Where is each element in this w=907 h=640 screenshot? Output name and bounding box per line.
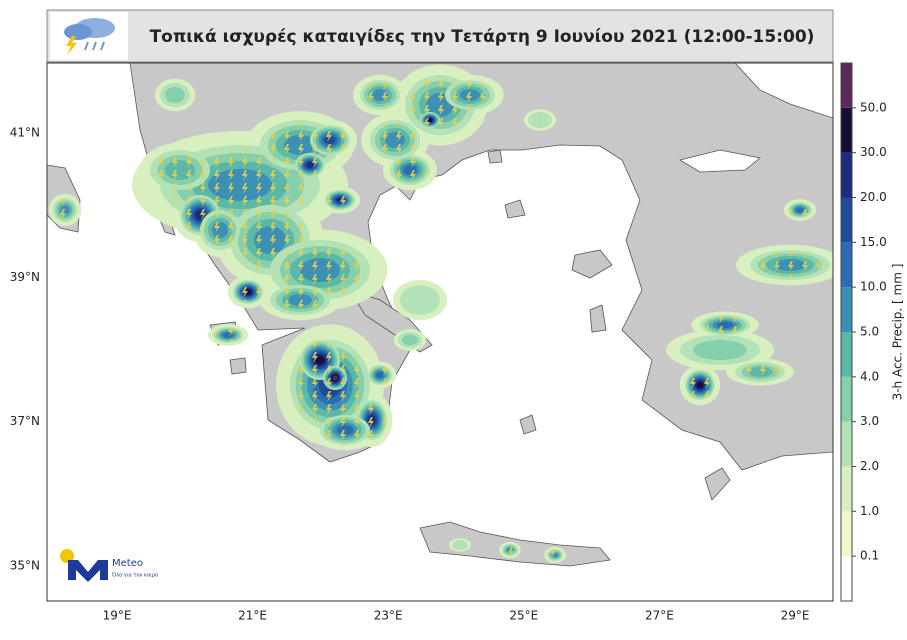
lightning <box>153 152 207 188</box>
colorbar-segment <box>841 466 852 512</box>
rain-contour <box>528 112 552 128</box>
lesvos <box>571 249 613 279</box>
lon-label: 27°E <box>645 609 674 623</box>
lightning <box>547 549 563 561</box>
title: Τοπικά ισχυρές καταιγίδες την Τετάρτη 9 … <box>150 27 815 47</box>
colorbar-title: 3-h Acc. Precip. [ mm ] <box>891 264 905 401</box>
lightning <box>275 243 365 297</box>
rain-contour <box>402 334 418 346</box>
colorbar-label: 15.0 <box>860 235 887 249</box>
colorbar-segment <box>841 152 852 198</box>
lightning <box>326 191 354 209</box>
logo: Meteo Όλα για τον καιρό <box>60 549 158 582</box>
colorbar-segment <box>841 376 852 422</box>
colorbar-label: 5.0 <box>860 325 879 339</box>
title-box <box>46 9 834 63</box>
lightning <box>502 544 518 556</box>
lon-label: 19°E <box>103 609 132 623</box>
rain-contour <box>165 87 185 103</box>
colorbar-segment <box>841 511 852 557</box>
thasos <box>487 149 503 164</box>
colorbar-label: 2.0 <box>860 459 879 473</box>
lightning <box>296 154 324 176</box>
colorbar-segment <box>841 242 852 288</box>
lightning <box>447 81 493 109</box>
lightning <box>421 112 439 128</box>
map-frame <box>46 62 834 602</box>
black-sea <box>734 63 833 119</box>
colorbar-label: 50.0 <box>860 100 887 114</box>
lon-label: 21°E <box>238 609 267 623</box>
colorbar-segment <box>841 287 852 332</box>
rain-contour <box>400 285 440 315</box>
logo-slogan: Όλα για τον καιρό <box>111 572 158 579</box>
rain-contour <box>452 540 468 550</box>
lon-label: 23°E <box>374 609 403 623</box>
lightning <box>372 122 418 158</box>
colorbar-label: 4.0 <box>860 369 879 383</box>
lat-label: 35°N <box>10 558 40 572</box>
lightning <box>202 212 238 248</box>
colorbar-label: 10.0 <box>860 280 887 294</box>
logo-name: Meteo <box>112 558 143 569</box>
lightning <box>702 316 748 334</box>
colorbar-label: 3.0 <box>860 414 879 428</box>
zakynthos <box>229 357 247 375</box>
marmara <box>678 149 761 173</box>
lat-label: 41°N <box>10 126 40 140</box>
colorbar-segment <box>841 63 852 108</box>
lightning <box>392 156 428 184</box>
lightning <box>54 199 76 221</box>
lightning <box>273 286 327 314</box>
lightning <box>312 126 348 154</box>
colorbar-segment <box>841 197 852 243</box>
lon-label: 29°E <box>781 609 810 623</box>
colorbar-label: 20.0 <box>860 190 887 204</box>
lightning <box>754 251 826 279</box>
map <box>47 63 833 601</box>
colorbar-segment <box>841 107 852 153</box>
lightning <box>686 371 714 399</box>
lat-label: 37°N <box>10 414 40 428</box>
colorbar-label: 0.1 <box>860 549 879 563</box>
colorbar-segment <box>841 332 852 377</box>
lightning <box>214 327 242 343</box>
rain-contour <box>693 340 747 360</box>
lon-label: 25°E <box>509 609 538 623</box>
lightning <box>789 202 811 218</box>
colorbar-segment <box>841 556 852 601</box>
colorbar-segment <box>841 421 852 467</box>
storm-icon <box>64 18 115 55</box>
rhodes <box>704 467 731 501</box>
colorbar-label: 1.0 <box>860 504 879 518</box>
colorbar-label: 30.0 <box>860 145 887 159</box>
lightning <box>322 416 368 444</box>
lightning <box>737 363 783 381</box>
lat-label: 39°N <box>10 270 40 284</box>
lightning <box>234 281 262 303</box>
lightning <box>324 367 346 389</box>
chios <box>589 304 607 333</box>
precipitation <box>48 64 833 564</box>
naxos <box>519 414 537 435</box>
lightning <box>362 81 398 109</box>
limnos <box>504 199 526 219</box>
colorbar: 0.1 1.0 2.0 3.0 4.0 5.0 10.0 15.0 20.0 30.0 50.0 <box>840 62 887 602</box>
lightning <box>369 366 391 384</box>
